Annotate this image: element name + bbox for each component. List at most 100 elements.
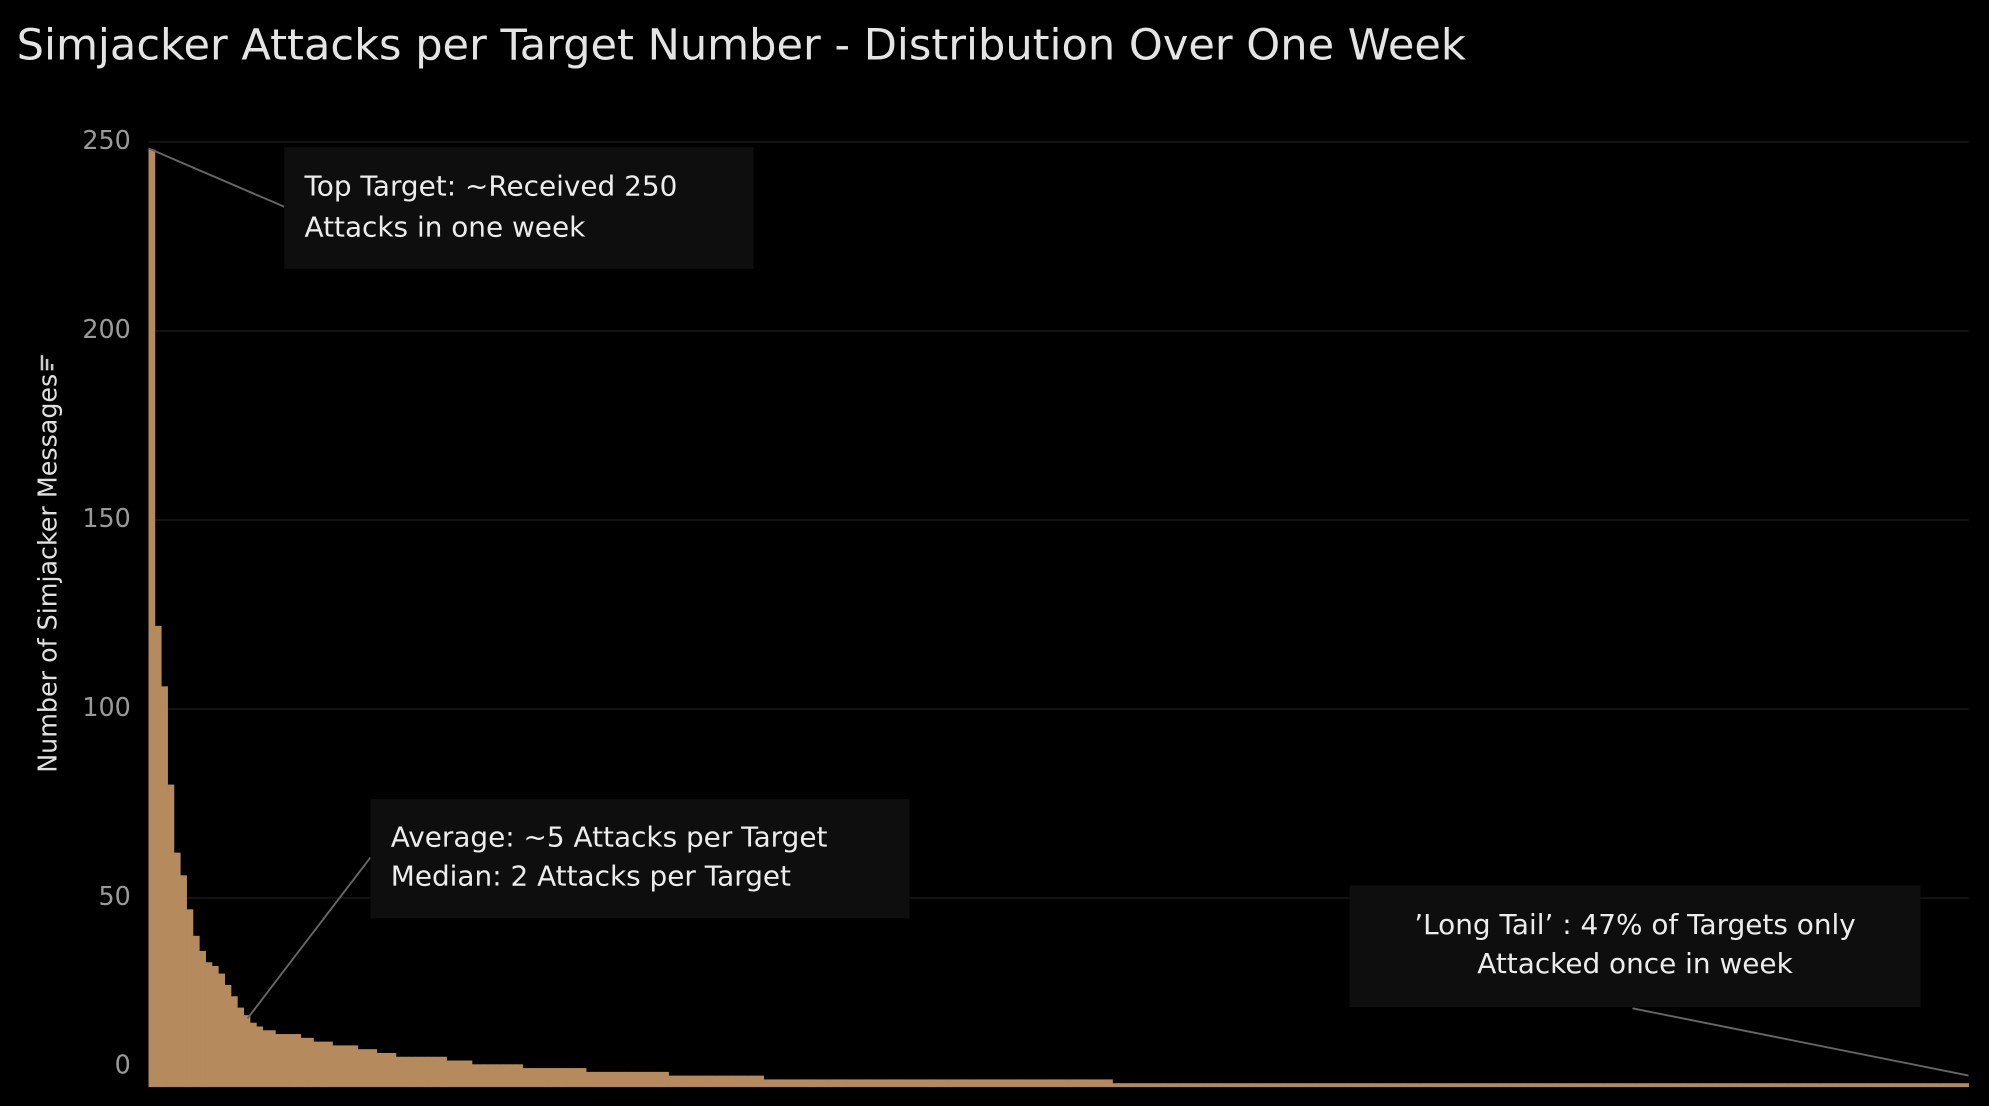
bar (357, 1049, 365, 1087)
bar (452, 1060, 460, 1087)
annotation-line (1632, 1007, 1969, 1077)
bar (630, 1071, 638, 1087)
bar (839, 1079, 847, 1087)
bar (1873, 1083, 1881, 1087)
bar (890, 1079, 898, 1087)
bar (1778, 1083, 1786, 1087)
bar (1784, 1083, 1792, 1087)
bar (1290, 1083, 1297, 1087)
bar (1372, 1083, 1380, 1087)
bar (1651, 1083, 1659, 1087)
bar (1594, 1083, 1602, 1087)
annotation-line (148, 147, 285, 208)
bar (928, 1079, 936, 1087)
bar (1537, 1083, 1545, 1087)
bar (789, 1079, 796, 1087)
bar (922, 1079, 929, 1087)
bar (300, 1037, 308, 1087)
bar (218, 973, 225, 1087)
bar (1264, 1083, 1272, 1087)
bar (338, 1045, 346, 1087)
bar (592, 1071, 600, 1087)
bar (776, 1079, 784, 1087)
bar (1841, 1083, 1849, 1087)
bar (1175, 1083, 1183, 1087)
bar (148, 149, 156, 1087)
bar (186, 909, 194, 1087)
bar (1733, 1083, 1741, 1087)
bar (326, 1041, 333, 1087)
bar (1385, 1083, 1392, 1087)
bar (770, 1079, 777, 1087)
bar (180, 875, 187, 1087)
bar (1689, 1083, 1697, 1087)
annotation-text: Attacks in one week (305, 210, 587, 243)
y-tick-label: 0 (115, 1050, 131, 1080)
bar (617, 1071, 625, 1087)
bar (1860, 1083, 1868, 1087)
bar (1213, 1083, 1221, 1087)
bar (655, 1071, 663, 1087)
bar (1467, 1083, 1475, 1087)
bar (161, 686, 168, 1087)
bar (243, 1015, 251, 1087)
bar (1879, 1083, 1887, 1087)
bar (1740, 1083, 1748, 1087)
bar (560, 1068, 568, 1087)
bar (281, 1034, 289, 1087)
bar (979, 1079, 987, 1087)
bar (1258, 1083, 1266, 1087)
bar (294, 1034, 302, 1087)
annotation-box (1349, 885, 1921, 1008)
bar (1575, 1083, 1583, 1087)
bar (586, 1071, 593, 1087)
bar (1797, 1083, 1805, 1087)
bar (808, 1079, 815, 1087)
bar (750, 1075, 758, 1087)
bar (998, 1079, 1006, 1087)
bar (1962, 1083, 1969, 1087)
bar (1074, 1079, 1082, 1087)
bar (1169, 1083, 1177, 1087)
bar (1955, 1083, 1963, 1087)
bar (1480, 1083, 1487, 1087)
sort-icon (40, 355, 54, 371)
bar (1936, 1083, 1944, 1087)
bar (573, 1068, 581, 1087)
bar (1917, 1083, 1925, 1087)
bar (985, 1079, 993, 1087)
bar (1353, 1083, 1361, 1087)
bar (1638, 1083, 1646, 1087)
bar (408, 1056, 416, 1087)
bar (884, 1079, 891, 1087)
bar (1315, 1083, 1323, 1087)
bar (1898, 1083, 1906, 1087)
bar (1892, 1083, 1900, 1087)
bar (1017, 1079, 1025, 1087)
bar (1429, 1083, 1437, 1087)
bar (1118, 1083, 1126, 1087)
bar (224, 984, 232, 1087)
bar (966, 1079, 974, 1087)
bar (941, 1079, 948, 1087)
bar (1816, 1083, 1824, 1087)
bar (1232, 1083, 1240, 1087)
bar (636, 1071, 644, 1087)
bar (681, 1075, 688, 1087)
bar (535, 1068, 543, 1087)
bar (579, 1068, 587, 1087)
bar (1670, 1083, 1678, 1087)
bar (674, 1075, 682, 1087)
bar (934, 1079, 942, 1087)
bar (1886, 1083, 1893, 1087)
bar (1144, 1083, 1151, 1087)
bar (991, 1079, 999, 1087)
bar (1810, 1083, 1817, 1087)
annotation-text: Attacked once in week (1477, 947, 1793, 980)
bar (852, 1079, 860, 1087)
bar (490, 1064, 498, 1087)
annotation-text: ’Long Tail’ : 47% of Targets only (1414, 908, 1856, 941)
bar (319, 1041, 327, 1087)
bar (503, 1064, 511, 1087)
